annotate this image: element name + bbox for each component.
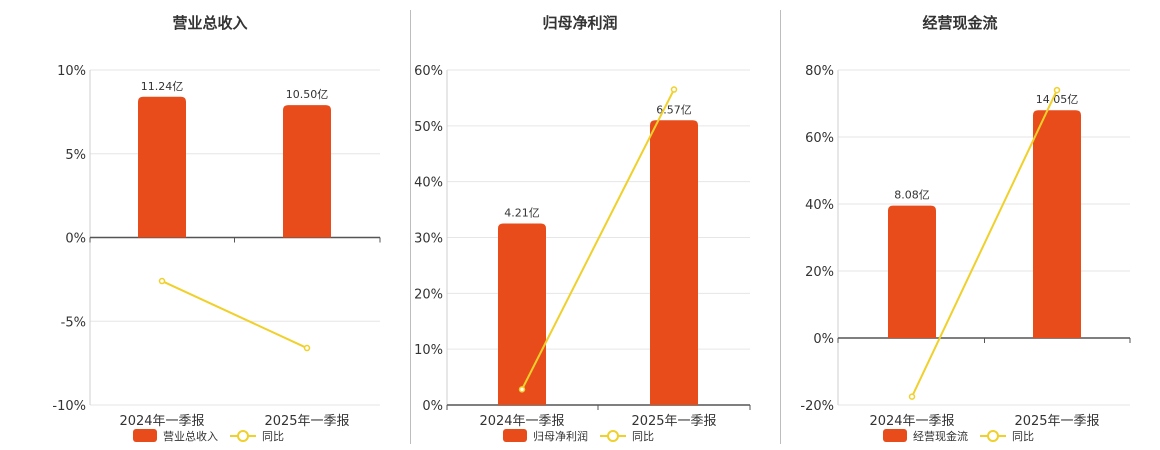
bar-data-label: 10.50亿	[286, 88, 329, 101]
chart-panel-revenue: 营业总收入 10% 5% 0% -5% -10% 11.24亿 10.50亿 2024年一季报 2…	[0, 0, 410, 450]
panel-divider	[410, 10, 411, 444]
yoy-point	[158, 277, 166, 285]
chart-title: 归母净利润	[542, 14, 617, 32]
legend-bar-swatch	[883, 429, 907, 442]
yoy-point	[908, 393, 916, 400]
legend: 经营现金流 同比	[883, 429, 1034, 443]
y-tick-label: -20%	[800, 399, 834, 414]
legend-bar-label: 归母净利润	[533, 429, 588, 443]
y-tick-label: 0%	[65, 232, 86, 247]
x-category-label: 2025年一季报	[1014, 414, 1099, 429]
legend-line-marker	[607, 430, 619, 442]
y-tick-label: 40%	[805, 198, 834, 213]
y-tick-label: 60%	[414, 64, 443, 79]
chart-panel-cash-flow: 经营现金流 80% 60% 40% 20% 0% -20% 8.08亿 14.05亿 2024年一…	[780, 0, 1160, 450]
x-category-label: 2025年一季报	[264, 414, 349, 429]
legend-line-marker	[237, 430, 249, 442]
x-category-label: 2025年一季报	[631, 414, 716, 429]
yoy-point	[303, 344, 311, 352]
yoy-line	[521, 89, 675, 390]
yoy-point	[518, 386, 526, 393]
bar	[138, 96, 186, 238]
legend-bar-swatch	[503, 429, 527, 442]
chart-svg: 营业总收入 10% 5% 0% -5% -10% 11.24亿 10.50亿 2024年一季报 2…	[52, 14, 381, 443]
y-tick-label: 30%	[414, 232, 443, 247]
chart-panel-net-profit: 归母净利润 60% 50% 40% 30% 20% 10% 0% 4.21亿 6.57亿 2024年…	[410, 0, 780, 450]
y-tick-label: 10%	[414, 343, 443, 358]
legend: 归母净利润 同比	[503, 429, 654, 443]
y-tick-label: 0%	[813, 332, 834, 347]
bar	[1033, 110, 1081, 338]
y-tick-label: 0%	[422, 399, 443, 414]
bar	[650, 120, 698, 405]
chart-title: 经营现金流	[922, 14, 997, 32]
bar-data-label: 8.08亿	[894, 189, 930, 202]
bar-data-label: 14.05亿	[1036, 93, 1079, 106]
bar	[283, 105, 331, 238]
yoy-point	[670, 86, 678, 93]
yoy-line	[911, 89, 1058, 398]
legend: 营业总收入 同比	[133, 429, 284, 443]
y-tick-label: 50%	[414, 120, 443, 135]
chart-title: 营业总收入	[172, 14, 247, 32]
y-tick-label: -5%	[61, 315, 86, 330]
y-tick-label: 20%	[805, 265, 834, 280]
panel-divider	[780, 10, 781, 444]
yoy-point	[1053, 86, 1061, 94]
y-tick-label: 40%	[414, 176, 443, 191]
legend-bar-swatch	[133, 429, 157, 442]
y-tick-label: 80%	[805, 64, 834, 79]
y-tick-label: -10%	[52, 399, 86, 414]
bar-data-label: 11.24亿	[141, 80, 184, 93]
bar	[888, 205, 936, 338]
chart-svg: 归母净利润60%50%40%30%20%10%0%4.21亿6.57亿2024年…	[414, 14, 751, 443]
y-tick-label: 20%	[414, 287, 443, 302]
legend-line-marker	[987, 430, 999, 442]
y-tick-label: 60%	[805, 131, 834, 146]
legend-bar-label: 营业总收入	[163, 429, 218, 443]
chart-svg: 经营现金流 80% 60% 40% 20% 0% -20% 8.08亿 14.05亿 2024年一…	[800, 14, 1131, 443]
y-tick-label: 5%	[65, 148, 86, 163]
y-tick-label: 10%	[57, 64, 86, 79]
x-category-label: 2024年一季报	[479, 414, 564, 429]
yoy-line	[161, 280, 308, 349]
x-category-label: 2024年一季报	[119, 414, 204, 429]
bar-data-label: 4.21亿	[504, 207, 540, 220]
legend-bar-label: 经营现金流	[913, 429, 968, 443]
legend-line-label: 同比	[1012, 430, 1034, 443]
x-category-label: 2024年一季报	[869, 414, 954, 429]
bar	[498, 223, 546, 405]
legend-line-label: 同比	[632, 430, 654, 443]
legend-line-label: 同比	[262, 430, 284, 443]
